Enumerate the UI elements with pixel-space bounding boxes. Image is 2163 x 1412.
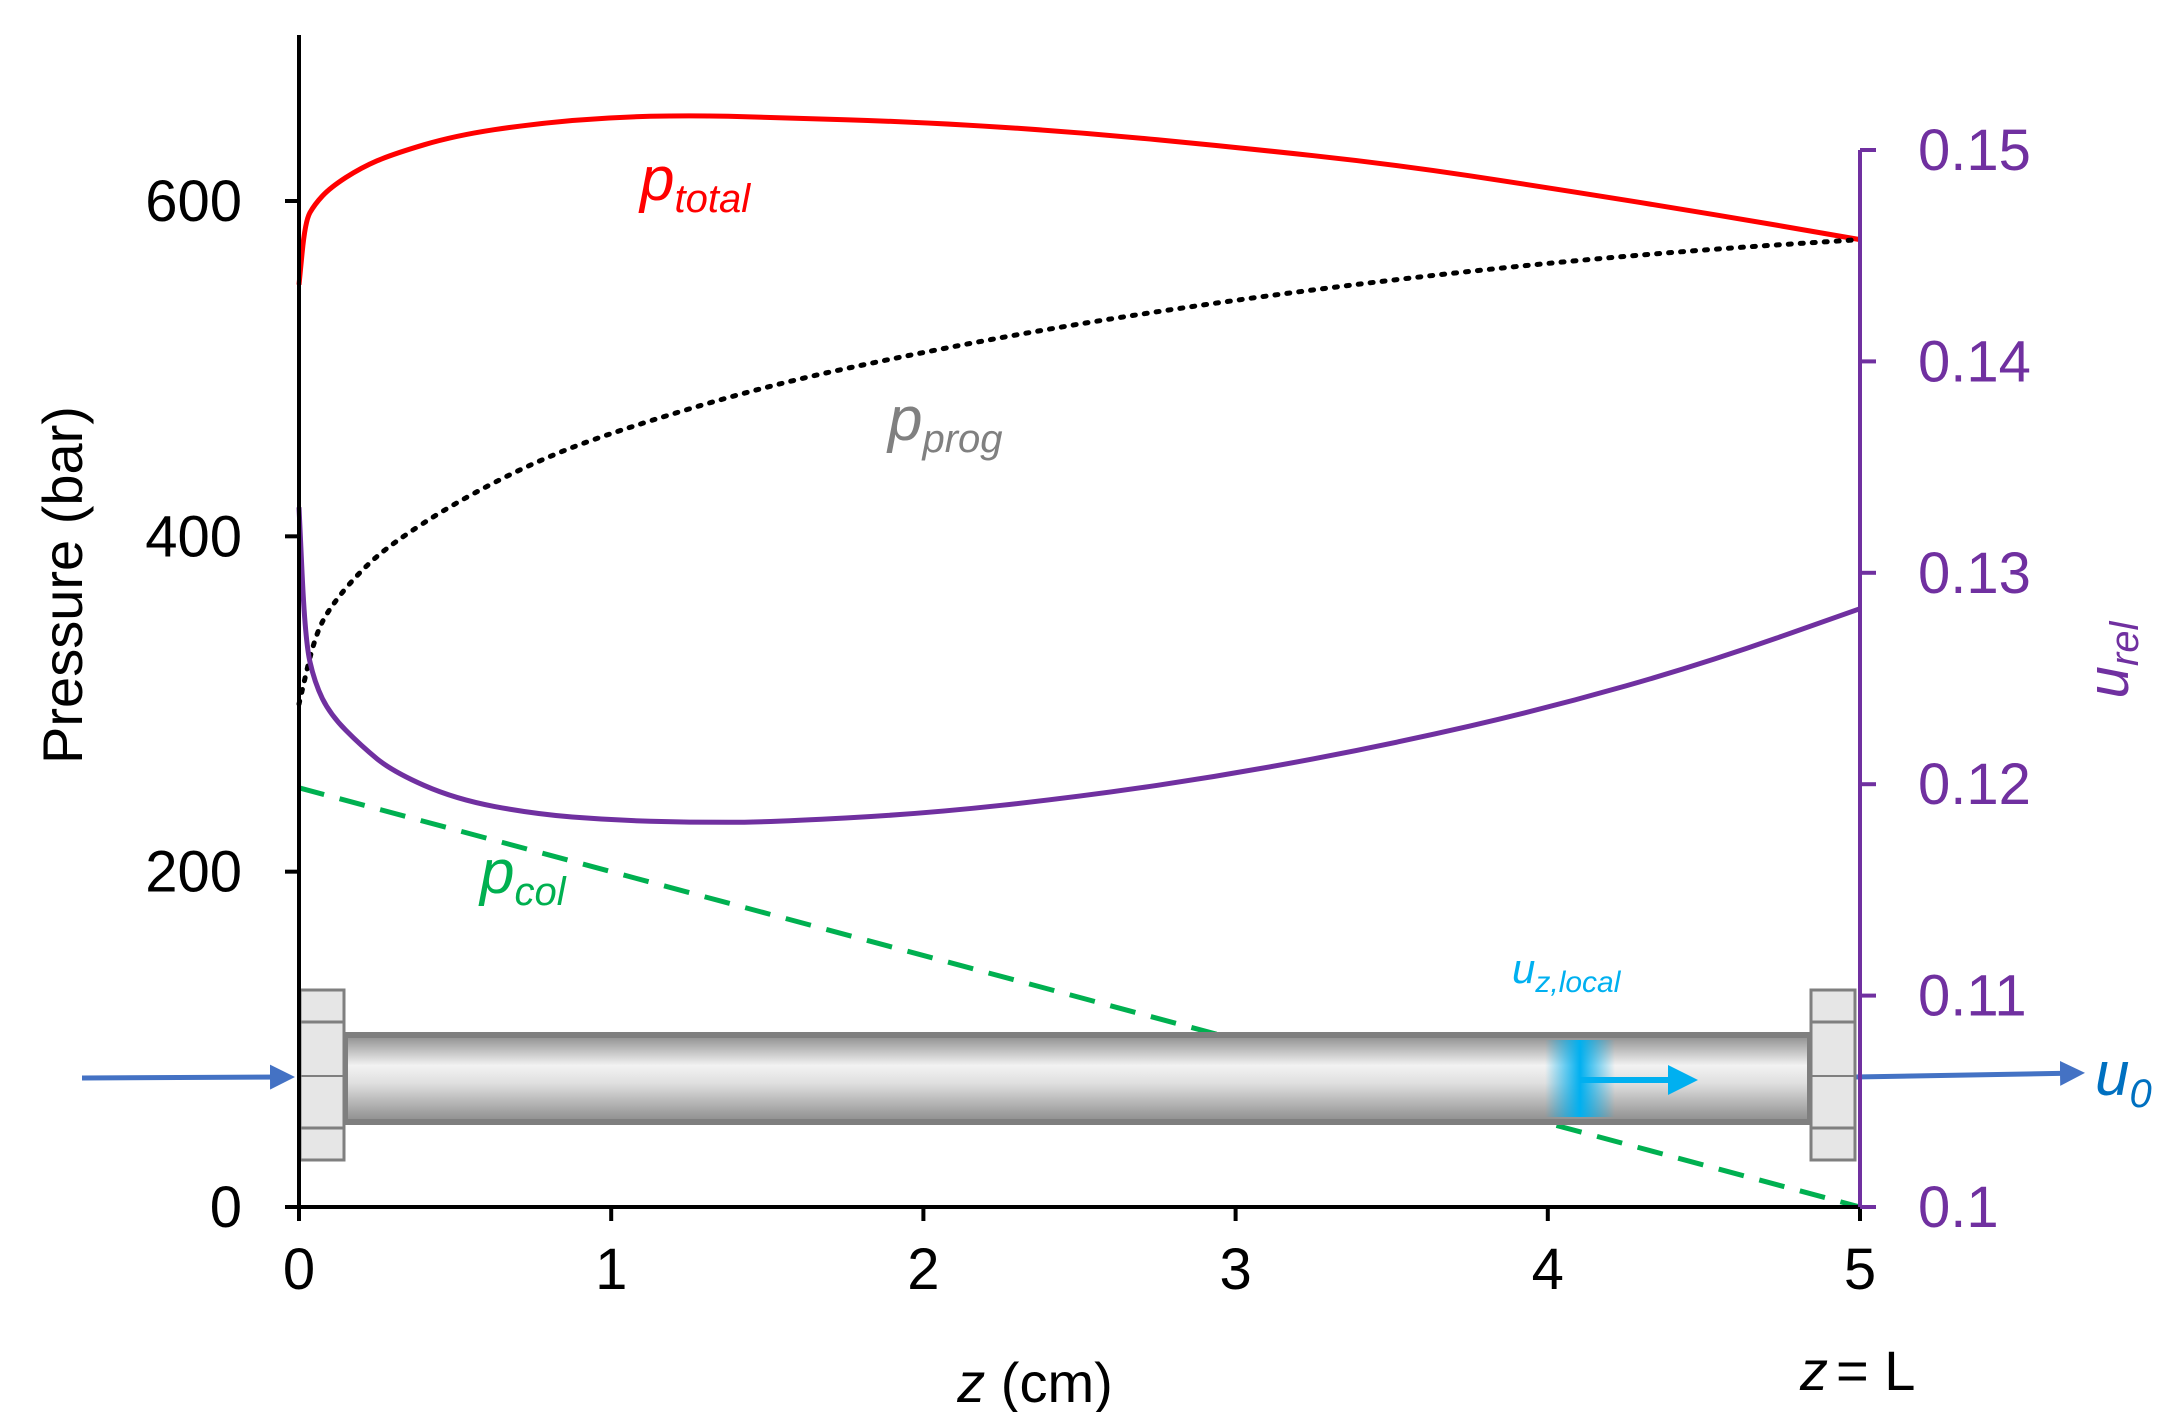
x-axis-label-unit: (cm) [985,1351,1113,1412]
annotation-u0: u0 [2095,1040,2152,1116]
series-layer [296,113,1863,1210]
x-tick-label: 4 [1532,1237,1564,1302]
annotation-z-equals-L: z = L [1799,1339,1915,1402]
series-label-pcol: pcol [478,838,567,914]
series-label-pprog-base: p [886,385,922,454]
x-tick-label: 0 [283,1237,315,1302]
series-label-ptotal-base: p [638,145,674,214]
series-line-p-col [298,785,1861,1210]
outlet-flow-arrow [1854,1060,2085,1086]
y2-axis-label-base: u [2076,666,2141,698]
y2-tick-label: 0.12 [1918,752,2031,817]
column-illustration [81,988,2085,1162]
x-axis-label: z (cm) [956,1351,1113,1412]
annotation-uz-local-sub: z,local [1534,966,1621,999]
series-label-ptotal: ptotal [638,145,751,221]
x-tick-label: 1 [595,1237,627,1302]
y2-tick-label: 0.14 [1918,329,2031,394]
y-tick-label: 400 [145,504,242,569]
y2-axis-label: urel [2076,621,2147,699]
annotation-eq-L: = L [1836,1339,1915,1402]
y-axis-label: Pressure (bar) [31,406,94,764]
x-ticks: 0 1 2 3 4 5 [283,1207,1876,1302]
y-tick-label: 600 [145,169,242,234]
y2-tick-label: 0.11 [1918,964,2027,1029]
annotation-u0-base: u [2095,1040,2129,1109]
series-line-u-rel [296,507,1861,825]
inlet-flow-arrow [81,1064,295,1090]
outlet-fitting [1809,988,1857,1162]
series-label-pprog: pprog [886,385,1003,461]
y2-tick-label: 0.15 [1918,118,2031,183]
y-ticks: 0 200 400 600 [145,169,299,1240]
y2-tick-label: 0.13 [1918,541,2031,606]
series-line-p-total [296,113,1861,286]
x-axis-label-var: z [956,1351,985,1412]
y2-axis-label-sub: rel [2103,621,2147,667]
series-line-p-prog [296,237,1863,707]
series-label-pcol-sub: col [514,870,566,914]
y-tick-label: 200 [145,840,242,905]
series-label-pprog-sub: prog [921,417,1002,461]
x-tick-label: 5 [1844,1237,1876,1302]
annotation-z-var: z [1799,1339,1828,1402]
x-tick-label: 3 [1219,1237,1251,1302]
annotation-u0-sub: 0 [2129,1072,2151,1116]
series-label-ptotal-sub: total [674,177,751,221]
y2-tick-label: 0.1 [1918,1175,1999,1240]
inlet-fitting [298,988,346,1162]
annotation-uz-local: uz,local [1512,945,1622,999]
annotation-uz-local-base: u [1512,945,1535,992]
y-tick-label: 0 [210,1175,242,1240]
series-label-pcol-base: p [478,838,514,907]
y2-ticks: 0.1 0.11 0.12 0.13 0.14 0.15 [1860,118,2031,1240]
x-tick-label: 2 [907,1237,939,1302]
